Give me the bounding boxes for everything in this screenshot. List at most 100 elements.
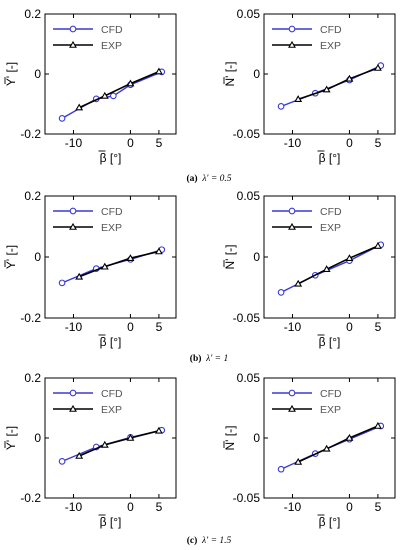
y-tick-label: 0 (34, 250, 41, 264)
caption-c-param: λ' = 1.5 (202, 536, 232, 546)
data-point-exp (126, 79, 135, 87)
x-tick-label: 0 (346, 500, 353, 514)
series-line-exp (78, 250, 160, 278)
caption-b-param: λ' = 1 (206, 354, 229, 364)
data-point-cfd (58, 115, 66, 122)
chart-c-left: -10 0 5 -0.2 0 0.2 β [°] Y' [-] CFD EXP (4, 371, 177, 529)
data-point-exp (294, 95, 303, 102)
legend-marker (288, 25, 296, 33)
x-tick-label: 0 (127, 136, 134, 150)
legend-label: EXP (101, 40, 122, 52)
y-tick-label: 0.2 (24, 7, 41, 21)
x-tick-label: 5 (156, 320, 163, 334)
legend-label: CFD (320, 24, 342, 36)
caption-c: (c) λ' = 1.5 (0, 536, 418, 546)
data-point-cfd (277, 289, 285, 296)
series-line-exp (78, 70, 160, 109)
y-axis-label: N' [-] (223, 245, 237, 270)
caption-b-label: (b) (189, 354, 202, 364)
legend-label: CFD (101, 388, 123, 400)
data-point-exp (100, 440, 109, 448)
legend-entry-exp: EXP (53, 404, 122, 416)
legend-entry-exp: EXP (53, 222, 122, 234)
caption-a-label: (a) (186, 174, 198, 184)
x-tick-label: -10 (65, 320, 83, 334)
legend-label: EXP (101, 404, 122, 416)
y-tick-label: -0.05 (233, 491, 261, 505)
x-tick-label: 5 (156, 500, 163, 514)
data-point-cfd (277, 465, 285, 473)
data-point-exp (294, 457, 303, 465)
data-point-exp (322, 85, 331, 93)
caption-b: (b) λ' = 1 (0, 354, 418, 364)
series-cfd (58, 68, 166, 122)
data-point-exp (75, 451, 84, 459)
legend-entry-cfd: CFD (272, 388, 342, 400)
series-exp (294, 241, 382, 287)
x-axis-label: β [°] (100, 515, 122, 529)
y-tick-label: -0.05 (233, 311, 261, 325)
y-tick-label: 0.2 (24, 371, 41, 385)
legend-label: CFD (320, 206, 342, 218)
y-tick-label: 0.05 (237, 189, 261, 203)
data-point-exp (126, 254, 135, 262)
series-exp (294, 421, 382, 465)
series-cfd (277, 62, 385, 110)
legend-label: CFD (101, 206, 123, 218)
legend-entry-cfd: CFD (53, 24, 123, 36)
x-axis-label: β [°] (100, 335, 122, 349)
data-point-cfd (58, 279, 66, 287)
x-tick-label: 5 (156, 136, 163, 150)
y-axis-label: Y' [-] (4, 62, 18, 86)
x-tick-label: 0 (346, 320, 353, 334)
legend-label: CFD (101, 24, 123, 36)
y-tick-label: 0.2 (24, 189, 41, 203)
x-tick-label: 0 (127, 500, 134, 514)
caption-a: (a) λ' = 0.5 (0, 174, 418, 184)
legend-marker (69, 40, 77, 48)
legend-marker (288, 222, 296, 230)
data-point-exp (373, 63, 382, 71)
x-tick-label: 5 (375, 320, 382, 334)
legend-marker (288, 40, 296, 48)
legend-marker (69, 207, 77, 215)
caption-a-param: λ' = 0.5 (202, 174, 232, 184)
chart-a-right: -10 0 5 -0.05 0 0.05 β [°] N' [-] CFD EXP (223, 7, 396, 165)
data-point-exp (154, 67, 163, 75)
legend-label: EXP (320, 222, 341, 234)
chart-b-right: -10 0 5 -0.05 0 0.05 β [°] N' [-] CFD EXP (223, 189, 396, 349)
series-exp (294, 63, 382, 102)
y-tick-label: 0.05 (237, 7, 261, 21)
legend-label: CFD (320, 388, 342, 400)
y-tick-label: 0 (253, 431, 260, 445)
y-tick-label: -0.2 (20, 127, 41, 141)
y-axis-label: N' [-] (223, 426, 237, 451)
y-tick-label: 0 (253, 250, 260, 264)
data-point-exp (75, 103, 84, 111)
data-point-exp (322, 265, 331, 273)
x-tick-label: -10 (284, 136, 302, 150)
data-point-exp (75, 272, 84, 280)
legend-marker (288, 207, 296, 215)
caption-c-label: (c) (186, 536, 198, 546)
series-line-exp (78, 430, 160, 457)
x-axis-label: β [°] (319, 335, 341, 349)
y-tick-label: 0 (253, 67, 260, 81)
data-point-exp (373, 421, 382, 429)
x-axis-label: β [°] (100, 151, 122, 165)
data-point-exp (345, 433, 354, 441)
y-axis-label: N' [-] (223, 62, 237, 87)
legend-marker (69, 25, 77, 33)
y-tick-label: -0.05 (233, 127, 261, 141)
legend-entry-cfd: CFD (272, 206, 342, 218)
legend-entry-cfd: CFD (272, 24, 342, 36)
data-point-exp (100, 262, 109, 270)
data-point-cfd (277, 103, 285, 110)
chart-a-left: -10 0 5 -0.2 0 0.2 β [°] Y' [-] CFD EXP (4, 7, 177, 165)
x-tick-label: -10 (65, 500, 83, 514)
x-axis-label: β [°] (319, 515, 341, 529)
x-tick-label: 5 (375, 500, 382, 514)
y-axis-label: Y' [-] (4, 426, 18, 450)
y-axis-label: Y' [-] (4, 245, 18, 269)
